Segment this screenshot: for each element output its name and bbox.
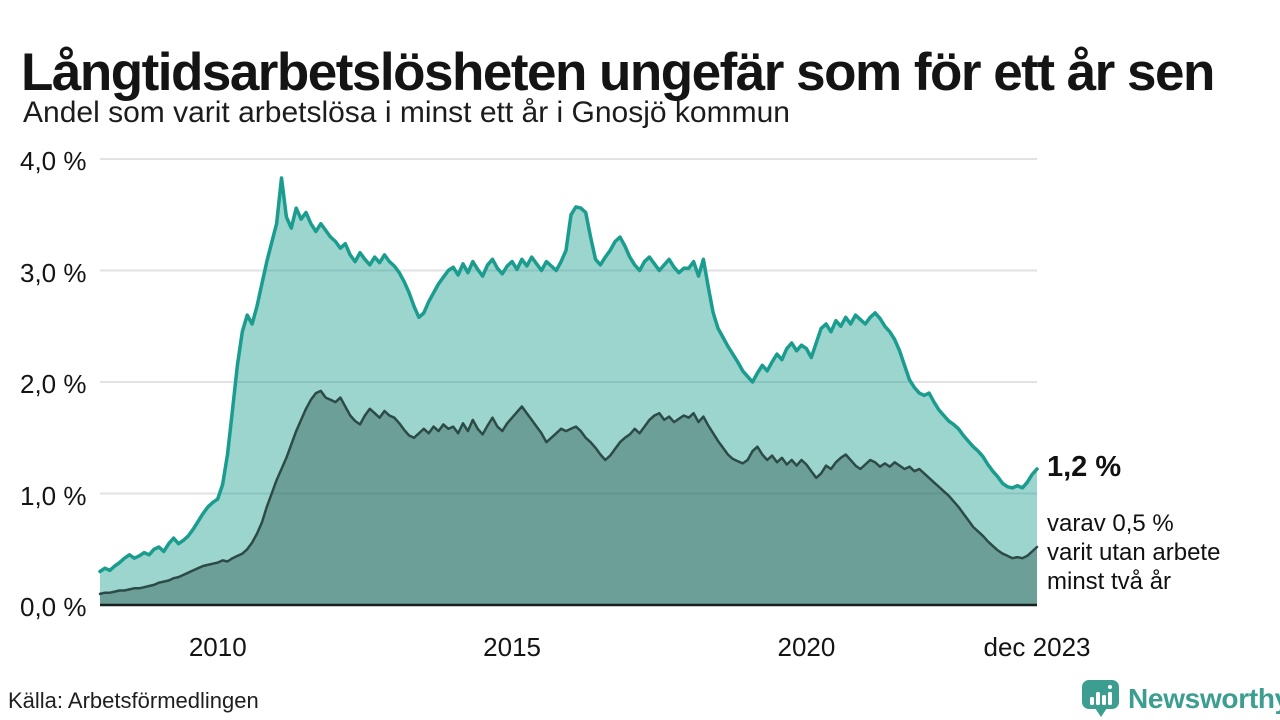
x-tick-label: 2010 [188, 632, 247, 662]
latest-value-label: 1,2 % [1047, 451, 1122, 483]
area-sub-two-years [100, 390, 1037, 605]
newsworthy-wordmark: Newsworthy [1128, 683, 1280, 714]
y-tick-label: 1,0 % [20, 480, 87, 511]
area-total-one-year [100, 178, 1037, 605]
y-tick-label: 0,0 % [20, 592, 87, 622]
page-title: Långtidsarbetslösheten ungefär som för e… [21, 42, 1215, 102]
sub-series-annotation: varav 0,5 % varit utan arbete minst två … [1047, 510, 1221, 595]
x-tick-label: 2015 [483, 632, 541, 662]
newsworthy-logo: Newsworthy [1081, 679, 1280, 719]
line-sub-two-years [98, 389, 1039, 596]
x-tick-label: 2020 [777, 632, 836, 662]
y-tick-label: 3,0 % [20, 257, 87, 288]
chart-subtitle: Andel som varit arbetslösa i minst ett å… [23, 96, 790, 129]
newsworthy-bubble-chart-icon [1082, 680, 1119, 717]
source-note: Källa: Arbetsförmedlingen [8, 688, 259, 713]
y-tick-label: 4,0 % [20, 146, 87, 176]
y-tick-label: 2,0 % [20, 369, 87, 399]
line-total-one-year [98, 176, 1039, 574]
x-tick-label: dec 2023 [983, 632, 1091, 662]
